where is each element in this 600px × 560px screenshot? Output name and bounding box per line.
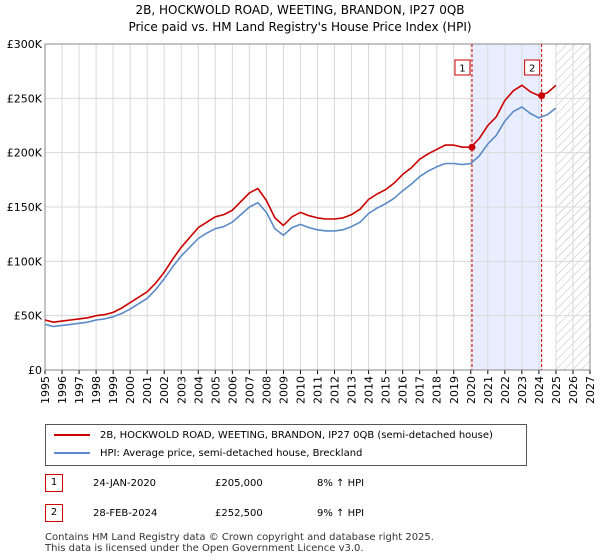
footer-licence: This data is licensed under the Open Gov… [45, 543, 364, 554]
y-tick-label: £50K [14, 310, 43, 323]
legend-label-property: 2B, HOCKWOLD ROAD, WEETING, BRANDON, IP2… [100, 430, 493, 441]
x-tick-label: 1996 [56, 376, 69, 404]
x-tick-label: 2011 [312, 376, 325, 404]
y-tick-label: £0 [28, 364, 42, 377]
x-tick-label: 1997 [73, 376, 86, 404]
sale-point [538, 92, 546, 100]
x-tick-label: 2001 [141, 376, 154, 404]
legend: 2B, HOCKWOLD ROAD, WEETING, BRANDON, IP2… [45, 424, 527, 466]
sale-number-badge: 1 [45, 474, 63, 492]
series-line-hpi [44, 106, 557, 328]
sale-date: 24-JAN-2020 [93, 478, 157, 489]
x-tick-label: 2021 [482, 376, 495, 404]
x-tick-label: 2004 [192, 376, 205, 404]
x-tick-label: 2026 [567, 376, 580, 404]
x-tick-label: 2025 [550, 376, 563, 404]
y-tick-label: £250K [7, 92, 43, 105]
x-tick-label: 2005 [209, 376, 222, 404]
legend-label-hpi: HPI: Average price, semi-detached house,… [100, 448, 363, 459]
y-tick-label: £150K [7, 201, 43, 214]
x-tick-label: 2002 [158, 376, 171, 404]
y-tick-label: £300K [7, 38, 43, 51]
sale-date: 28-FEB-2024 [93, 508, 158, 519]
x-tick-label: 2006 [226, 376, 239, 404]
chart-title: 2B, HOCKWOLD ROAD, WEETING, BRANDON, IP2… [135, 3, 465, 17]
sale-hpi-diff: 9% ↑ HPI [317, 508, 365, 519]
plot-border [44, 43, 591, 371]
x-tick-label: 2010 [294, 376, 307, 404]
sale-price: £205,000 [215, 478, 263, 489]
table-row: 1 24-JAN-2020 £205,000 8% ↑ HPI [45, 474, 565, 494]
x-tick-label: 2009 [277, 376, 290, 404]
footer-copyright: Contains HM Land Registry data © Crown c… [45, 532, 434, 543]
legend-item-property: 2B, HOCKWOLD ROAD, WEETING, BRANDON, IP2… [54, 428, 493, 444]
sale-label-box [524, 59, 541, 76]
sale-hpi-diff: 8% ↑ HPI [317, 478, 365, 489]
sale-price: £252,500 [215, 508, 263, 519]
legend-swatch-hpi [54, 452, 90, 454]
sale-label-number: 1 [459, 64, 465, 75]
x-tick-label: 2017 [414, 376, 427, 404]
x-tick-label: 2023 [516, 376, 529, 404]
sale-point [468, 143, 476, 151]
x-tick-label: 1998 [90, 376, 103, 404]
x-tick-label: 2008 [260, 376, 273, 404]
x-tick-label: 2012 [329, 376, 342, 404]
x-tick-label: 1999 [107, 376, 120, 404]
x-tick-label: 2024 [533, 376, 546, 404]
y-tick-label: £200K [7, 147, 43, 160]
x-tick-label: 2007 [243, 376, 256, 404]
y-tick-label: £100K [7, 255, 43, 268]
legend-item-hpi: HPI: Average price, semi-detached house,… [54, 446, 362, 462]
chart-subtitle: Price paid vs. HM Land Registry's House … [128, 20, 472, 34]
price-chart: £0 £50K £100K £150K £200K £250K £300K 1995 1996 1… [7, 38, 597, 404]
x-tick-label: 2015 [380, 376, 393, 404]
x-tick-label: 2016 [397, 376, 410, 404]
x-tick-label: 2013 [346, 376, 359, 404]
x-tick-label: 2019 [448, 376, 461, 404]
legend-swatch-property [54, 434, 90, 436]
x-tick-label: 2020 [465, 376, 478, 404]
sale-number-badge: 2 [45, 504, 63, 522]
x-tick-label: 2027 [584, 376, 597, 404]
x-tick-label: 2018 [431, 376, 444, 404]
x-tick-label: 2003 [175, 376, 188, 404]
sale-label-number: 2 [529, 64, 535, 75]
x-tick-label: 2022 [499, 376, 512, 404]
x-tick-label: 2014 [363, 376, 376, 404]
x-tick-label: 1995 [39, 376, 52, 404]
sale-label-box [454, 59, 471, 76]
table-row: 2 28-FEB-2024 £252,500 9% ↑ HPI [45, 504, 565, 524]
x-tick-label: 2000 [124, 376, 137, 404]
